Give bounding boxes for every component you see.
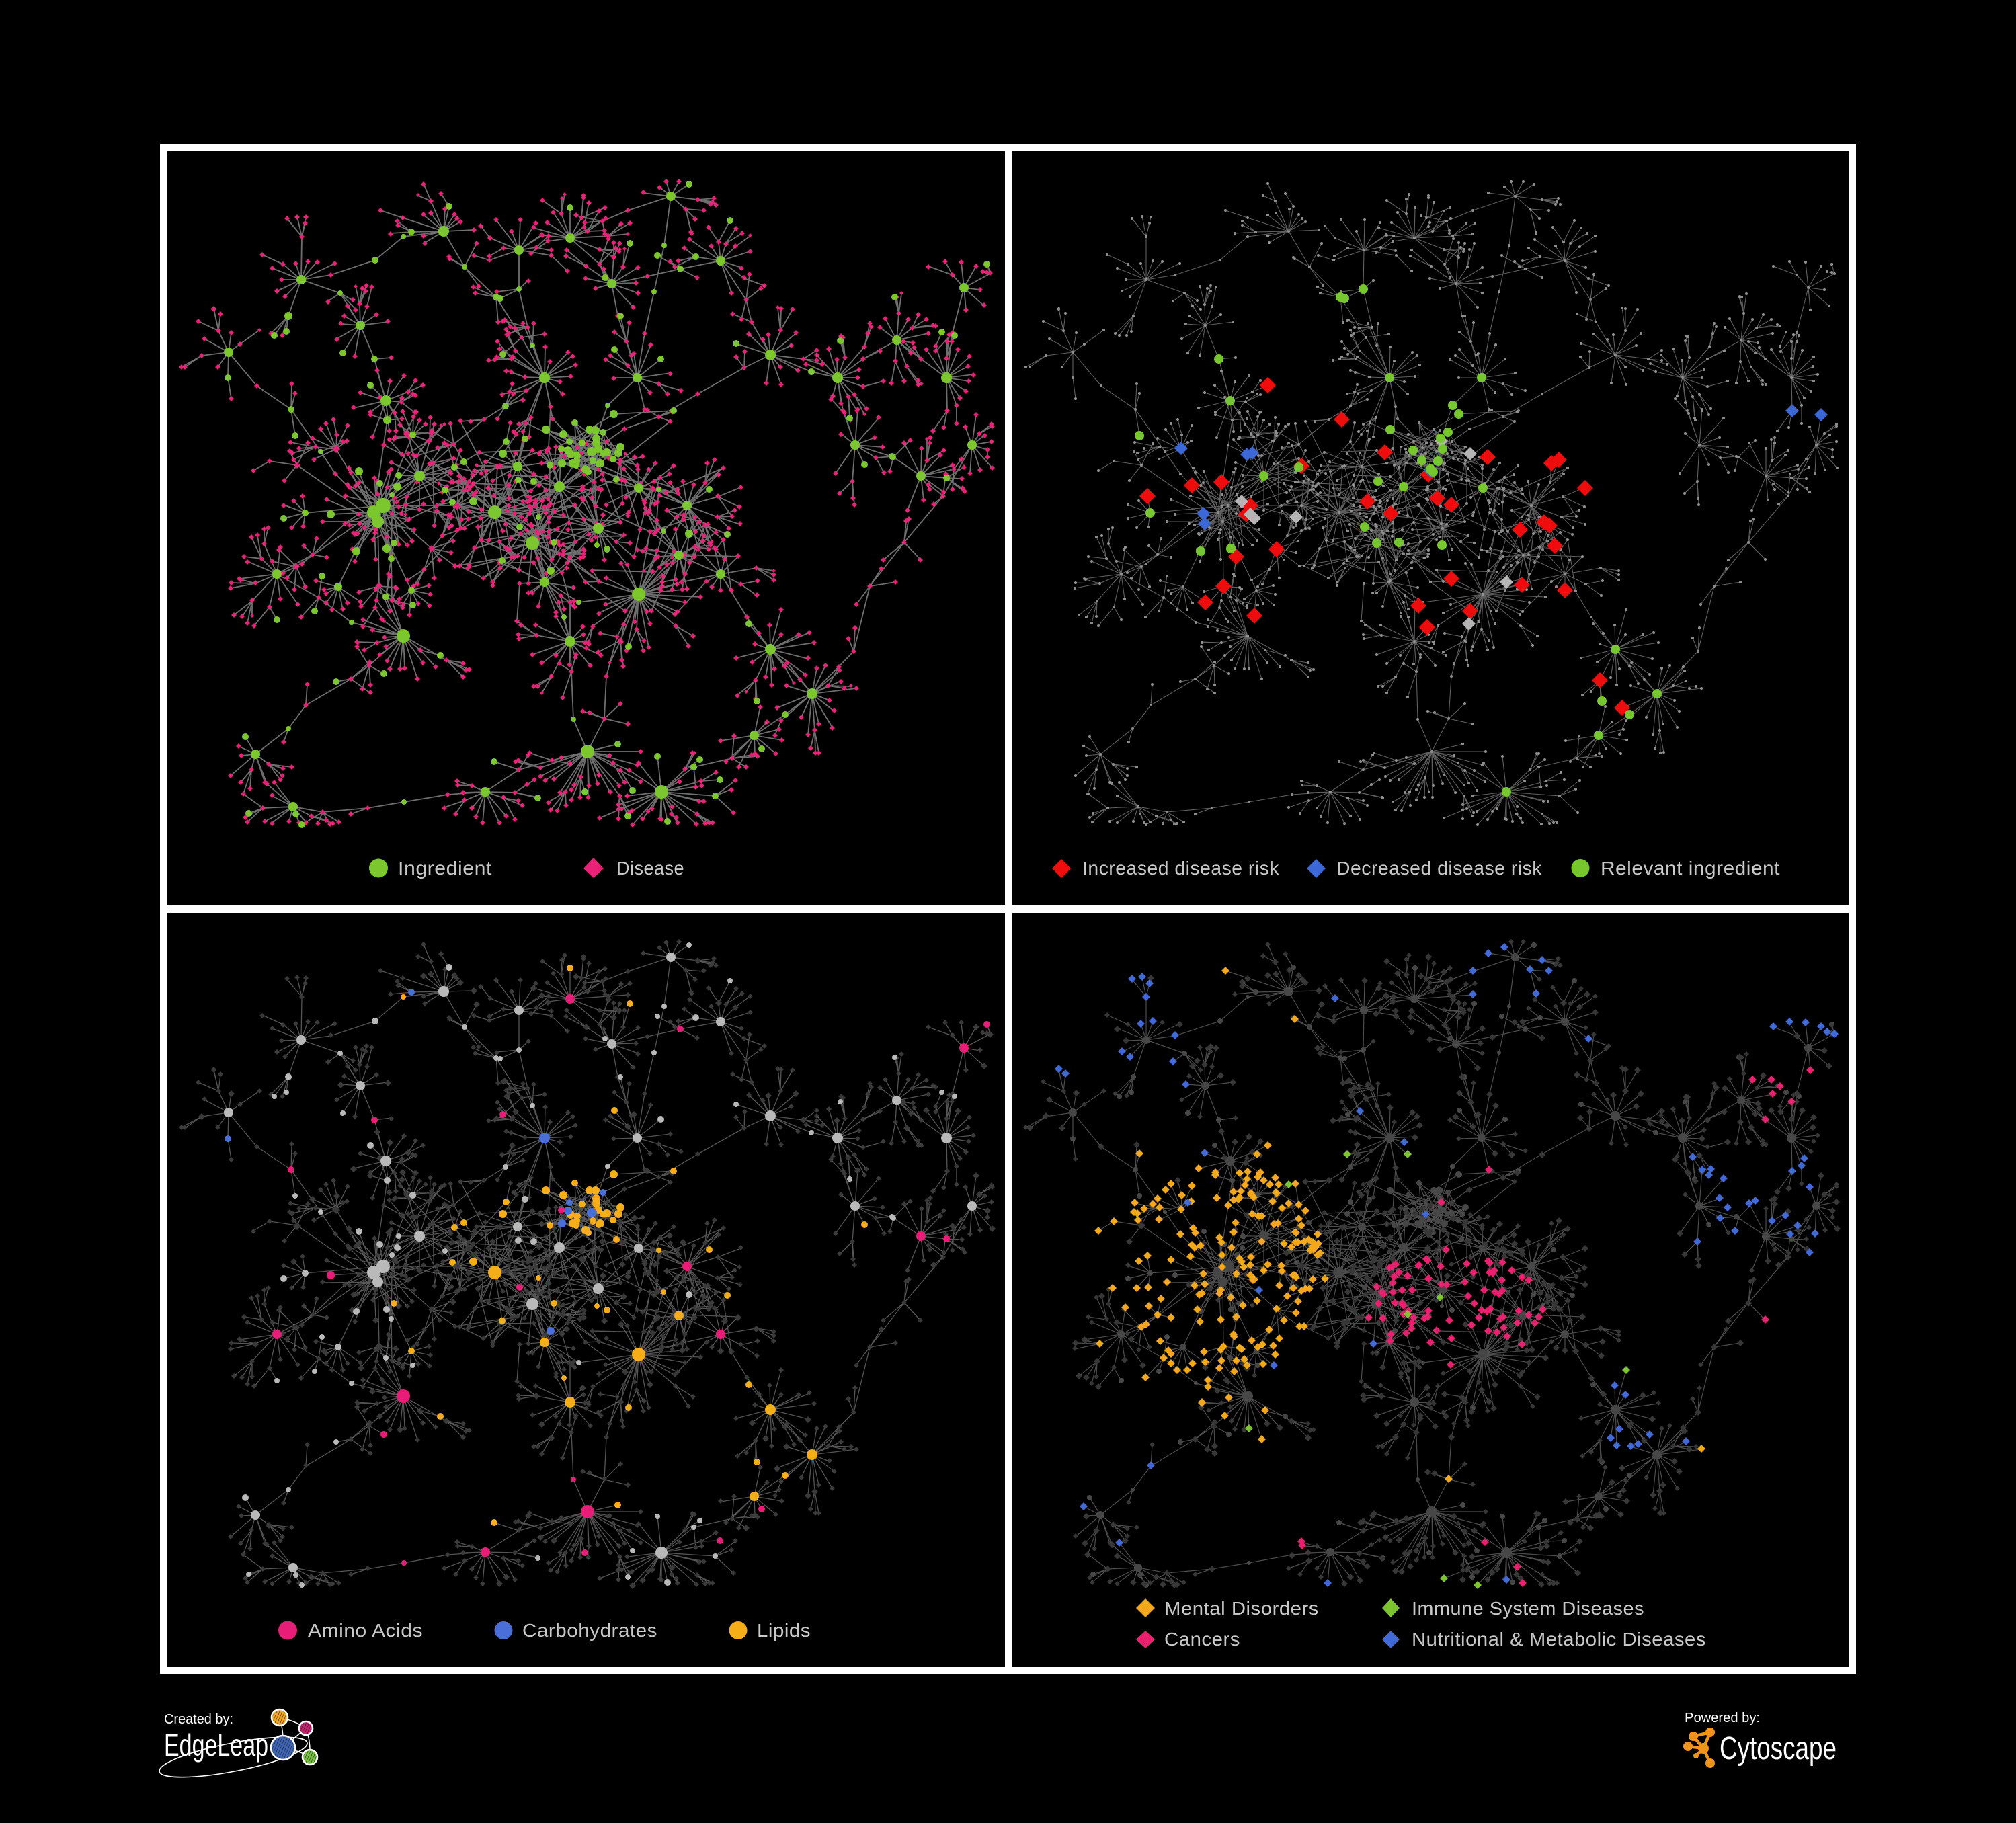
svg-text:Ingredient: Ingredient (398, 858, 492, 879)
svg-text:Cytoscape: Cytoscape (1720, 1731, 1837, 1767)
svg-text:Powered by:: Powered by: (1685, 1711, 1760, 1726)
svg-text:Created by:: Created by: (164, 1712, 233, 1727)
svg-text:Nutritional & Metabolic Diseas: Nutritional & Metabolic Diseases (1412, 1629, 1706, 1650)
svg-text:Amino Acids: Amino Acids (308, 1620, 423, 1641)
svg-text:Cancers: Cancers (1164, 1629, 1240, 1650)
svg-text:EdgeLeap: EdgeLeap (164, 1728, 268, 1763)
svg-text:Relevant ingredient: Relevant ingredient (1601, 858, 1780, 879)
svg-text:Immune System Diseases: Immune System Diseases (1412, 1598, 1644, 1619)
svg-text:Mental Disorders: Mental Disorders (1164, 1598, 1319, 1619)
svg-text:Lipids: Lipids (757, 1620, 811, 1641)
svg-text:Carbohydrates: Carbohydrates (522, 1620, 657, 1641)
svg-text:Disease: Disease (616, 858, 684, 879)
svg-text:Increased disease risk: Increased disease risk (1082, 858, 1280, 879)
svg-text:Decreased disease risk: Decreased disease risk (1336, 858, 1542, 879)
